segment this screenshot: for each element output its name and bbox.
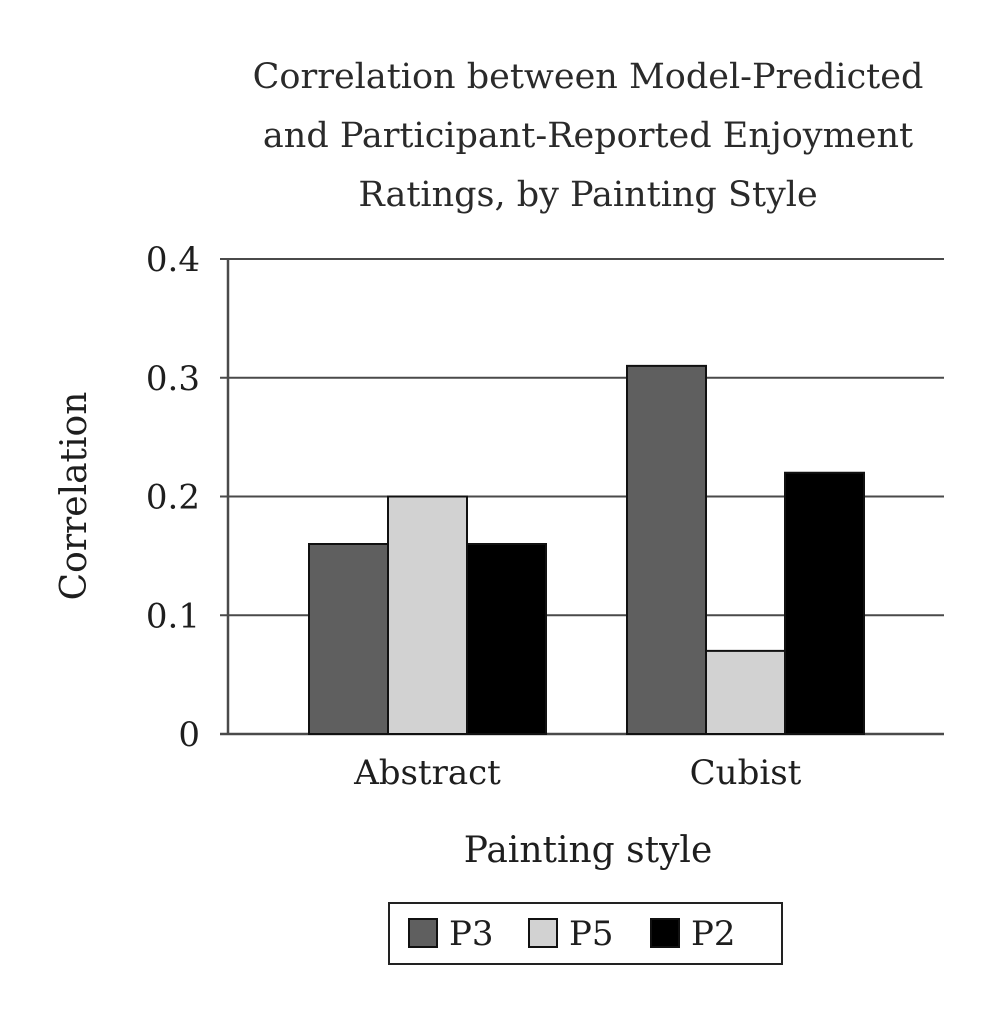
bar-abstract-p2	[466, 543, 547, 735]
bar-cubist-p3	[626, 364, 707, 735]
bar-cubist-p5	[705, 649, 786, 735]
legend-label-p2: P2	[691, 914, 736, 954]
y-tick-label: 0.3	[146, 359, 200, 399]
x-tick-label: Cubist	[690, 753, 802, 793]
chart-title: Correlation between Model-Predicted and P…	[253, 57, 924, 215]
y-tick-label: 0.1	[146, 596, 200, 636]
chart-title-line: Ratings, by Painting Style	[358, 175, 817, 215]
y-tick-label: 0.2	[146, 478, 200, 518]
x-tick-labels: Abstract Cubist	[353, 753, 801, 793]
legend-swatch-p3	[408, 918, 438, 948]
legend: P3 P5 P2	[388, 902, 783, 965]
y-tick-label: 0	[178, 715, 200, 755]
legend-label-p3: P3	[449, 914, 494, 954]
legend-box	[388, 902, 783, 965]
bars	[308, 364, 865, 735]
legend-swatch-p5	[528, 918, 558, 948]
bar-abstract-p5	[387, 495, 468, 735]
bar-abstract-p3	[308, 543, 389, 735]
y-tick-label: 0.4	[146, 240, 200, 280]
y-tick-labels: 0 0.1 0.2 0.3 0.4	[146, 240, 200, 755]
legend-label-p5: P5	[569, 914, 614, 954]
chart-title-line: Correlation between Model-Predicted	[253, 57, 924, 97]
x-axis-title: Painting style	[464, 830, 713, 871]
chart-title-line: and Participant-Reported Enjoyment	[263, 116, 913, 156]
x-tick-label: Abstract	[353, 753, 501, 793]
legend-swatch-p2	[650, 918, 680, 948]
y-axis-title: Correlation	[54, 392, 95, 601]
bar-cubist-p2	[784, 471, 865, 735]
